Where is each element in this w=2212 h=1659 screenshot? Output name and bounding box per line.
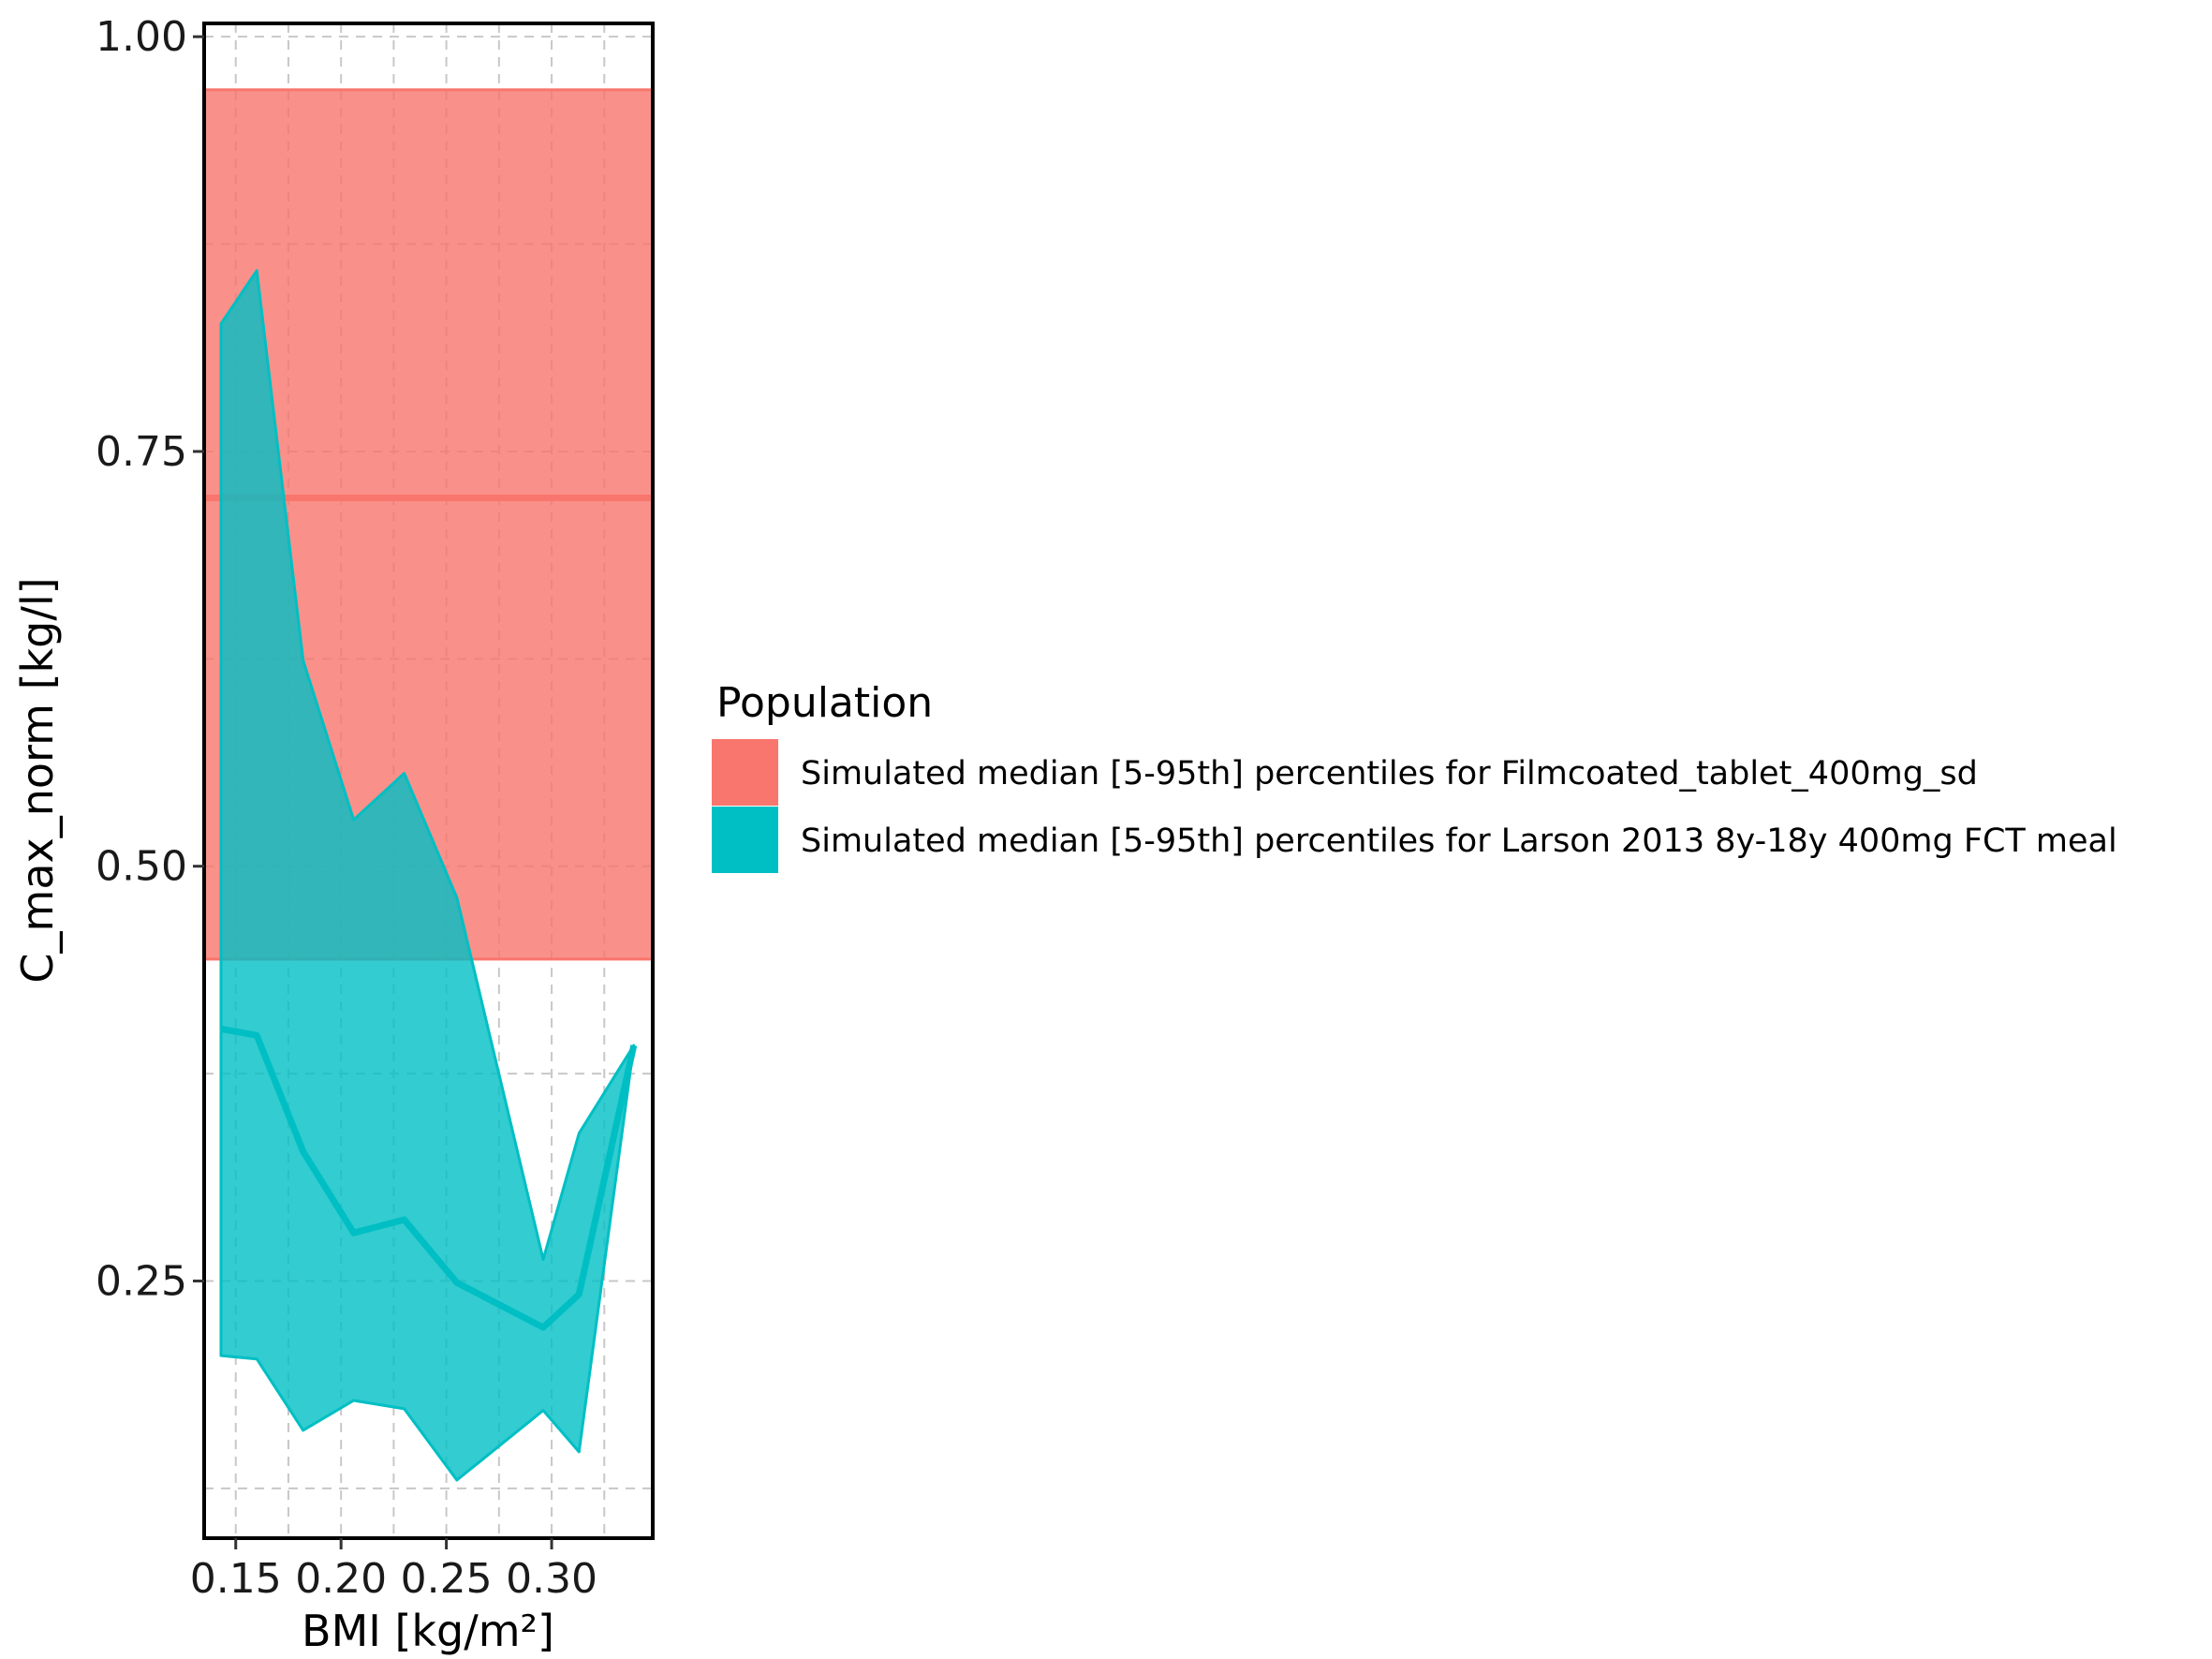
legend: Population Simulated median [5-95th] per… [712, 679, 2117, 873]
legend-label-1: Simulated median [5-95th] percentiles fo… [801, 822, 2117, 860]
plot-border [202, 22, 655, 1540]
x-tick-label-3: 0.30 [506, 1555, 597, 1603]
series-1-ribbon [219, 269, 636, 1482]
y-tick-label-1: 0.50 [96, 843, 187, 891]
y-axis: 0.25 0.50 0.75 1.00 [96, 13, 204, 1305]
x-axis: 0.15 0.20 0.25 0.30 [190, 1538, 597, 1603]
legend-key-0 [712, 739, 778, 806]
y-tick-label-2: 0.75 [96, 428, 187, 476]
y-axis-title: C_max_norm [kg/l] [12, 577, 63, 983]
x-tick-label-2: 0.25 [401, 1555, 493, 1603]
y-tick-label-3: 1.00 [96, 13, 187, 61]
legend-key-1 [712, 807, 778, 873]
y-tick-label-0: 0.25 [96, 1257, 187, 1305]
x-axis-title: BMI [kg/m²] [302, 1606, 554, 1656]
series-layer [202, 88, 655, 1482]
legend-title: Population [716, 679, 933, 727]
legend-label-0: Simulated median [5-95th] percentiles fo… [801, 755, 1978, 792]
series-1-median-line [220, 1025, 638, 1331]
x-tick-label-1: 0.20 [295, 1555, 387, 1603]
x-tick-label-0: 0.15 [190, 1555, 282, 1603]
